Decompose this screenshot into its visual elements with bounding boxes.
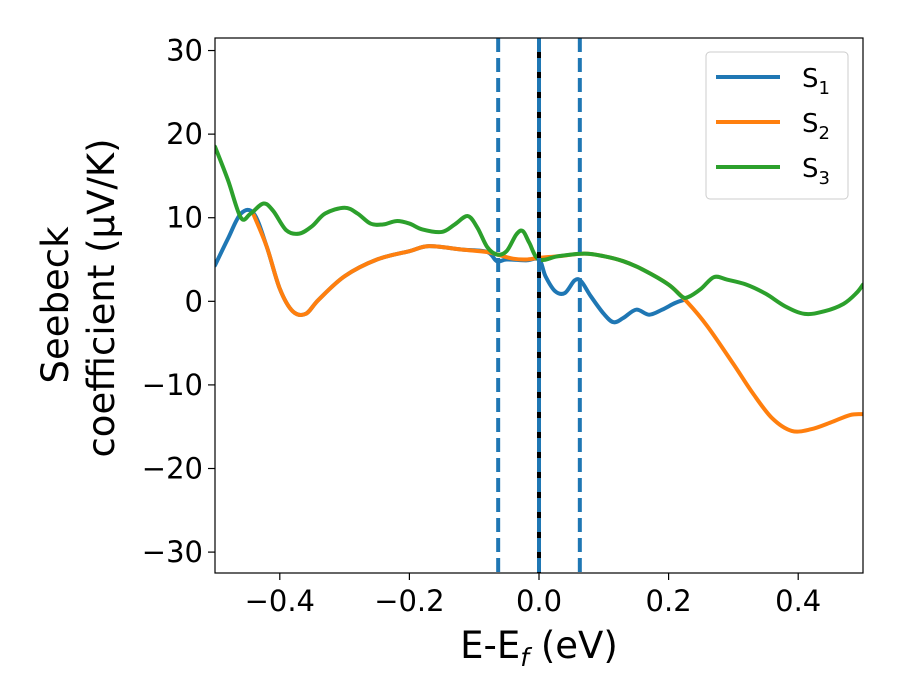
y-axis-label-line2: coefficient (μV/K) bbox=[80, 138, 123, 457]
legend: S1 S2 S3 bbox=[705, 51, 849, 200]
legend-entry: S3 bbox=[802, 154, 830, 189]
legend-box bbox=[705, 51, 849, 200]
y-axis-label-line1: Seebeck bbox=[34, 226, 77, 384]
x-tick-label: −0.4 bbox=[245, 584, 315, 618]
y-tick-label: 30 bbox=[166, 34, 203, 68]
legend-entry: S1 bbox=[802, 64, 830, 99]
x-tick-label: 0.2 bbox=[646, 584, 692, 618]
y-tick-label: 20 bbox=[166, 117, 203, 151]
legend-entry: S2 bbox=[802, 109, 830, 144]
y-axis: −30 −20 −10 0 10 20 30 bbox=[142, 34, 215, 569]
reference-lines bbox=[496, 38, 582, 573]
series-layer bbox=[215, 144, 863, 434]
y-tick-label: 0 bbox=[185, 284, 203, 318]
series-line-s3 bbox=[215, 144, 863, 317]
x-tick-label: 0.0 bbox=[516, 584, 562, 618]
x-tick-label: 0.4 bbox=[775, 584, 821, 618]
series-line-s2 bbox=[251, 213, 863, 434]
x-tick-label: −0.2 bbox=[374, 584, 444, 618]
y-tick-label: 10 bbox=[166, 201, 203, 235]
y-tick-label: −20 bbox=[142, 452, 203, 486]
x-axis: −0.4 −0.2 0.0 0.2 0.4 bbox=[245, 573, 821, 618]
y-tick-label: −30 bbox=[142, 535, 203, 569]
x-axis-label: E-Ef (eV) bbox=[460, 624, 618, 672]
y-tick-label: −10 bbox=[142, 368, 203, 402]
